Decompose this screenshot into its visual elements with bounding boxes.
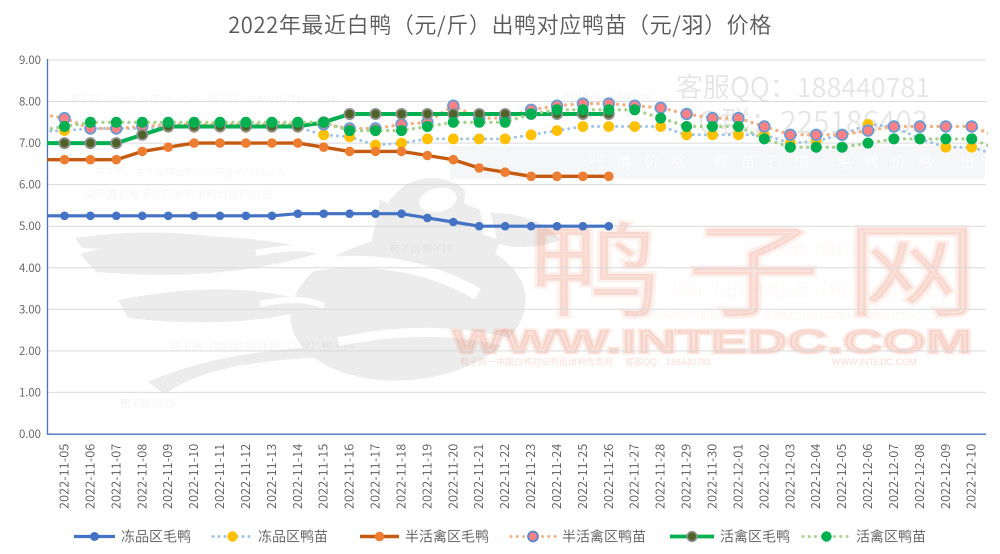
svg-text:鸭子网: 鸭子网: [528, 216, 1000, 331]
svg-text:9.00: 9.00: [19, 52, 41, 68]
svg-text:鸭子网一中国白鸭对应鸭苗出鸭信息网: 鸭子网一中国白鸭对应鸭苗出鸭信息网: [460, 356, 613, 367]
svg-text:2022-12-07: 2022-12-07: [883, 444, 902, 509]
svg-text:鸭子网出鸭对应鸭苗出鸭信息网 客服QQ 188440781: 鸭子网出鸭对应鸭苗出鸭信息网 客服QQ 188440781 WWW.INTEDC…: [620, 309, 948, 322]
svg-text:2022-11-12: 2022-11-12: [235, 444, 254, 509]
svg-text:2022-12-04: 2022-12-04: [805, 444, 824, 509]
svg-text:2022-11-22: 2022-11-22: [494, 444, 513, 509]
svg-text:2022-11-13: 2022-11-13: [261, 444, 280, 509]
svg-text:6.00: 6.00: [19, 177, 41, 193]
svg-text:2022-11-27: 2022-11-27: [624, 444, 643, 509]
svg-text:WWW.INTEDC.COM: WWW.INTEDC.COM: [832, 357, 917, 367]
svg-text:客服QQ：188440781: 客服QQ：188440781: [676, 66, 930, 105]
svg-text:鸭子网：关于白鸭出鸭对应鸭苗价格的公告: 鸭子网：关于白鸭出鸭对应鸭苗价格的公告: [95, 164, 285, 179]
svg-text:2022-11-30: 2022-11-30: [702, 444, 721, 509]
svg-text:2022-12-03: 2022-12-03: [779, 444, 798, 509]
svg-text:WWW.INTEDC.COM: WWW.INTEDC.COM: [452, 323, 972, 360]
svg-text:2022-11-09: 2022-11-09: [157, 444, 176, 509]
svg-text:（鸭)（出）鸭出品（鸭）（出)（鸭）: （鸭)（出）鸭出品（鸭）（出)（鸭）: [660, 281, 951, 301]
svg-text:2022-12-08: 2022-12-08: [909, 444, 928, 509]
svg-text:2022-11-28: 2022-11-28: [650, 444, 669, 509]
svg-text:2022-11-16: 2022-11-16: [339, 444, 358, 509]
svg-text:2022-11-20: 2022-11-20: [442, 444, 461, 509]
svg-text:2022-11-08: 2022-11-08: [131, 444, 150, 509]
svg-text:活禽区毛鸭: 活禽区毛鸭: [720, 527, 790, 547]
svg-text:2022-11-21: 2022-11-21: [468, 444, 487, 509]
svg-text:3.00: 3.00: [19, 301, 41, 317]
svg-text:活禽区鸭苗: 活禽区鸭苗: [856, 527, 926, 547]
svg-text:2022-11-05: 2022-11-05: [54, 444, 73, 509]
svg-text:2022-11-15: 2022-11-15: [313, 444, 332, 509]
svg-text:2022-12-02: 2022-12-02: [753, 444, 772, 509]
svg-text:2022-12-09: 2022-12-09: [935, 444, 954, 509]
svg-text:半活禽区毛鸭: 半活禽区毛鸭: [405, 527, 489, 547]
svg-text:冻品区毛鸭: 冻品区毛鸭: [121, 527, 191, 547]
svg-text:冻品区鸭苗: 冻品区鸭苗: [258, 527, 328, 547]
svg-text:行情价格 鸭苗行情 毛鸭价格 出鸭信息: 行情价格 鸭苗行情 毛鸭价格 出鸭信息: [590, 151, 1000, 172]
svg-text:2022-12-05: 2022-12-05: [831, 444, 850, 509]
svg-text:8.00: 8.00: [19, 94, 41, 110]
svg-text:4.00: 4.00: [19, 260, 41, 276]
svg-text:2022-11-25: 2022-11-25: [572, 444, 591, 509]
svg-text:7.00: 7.00: [19, 135, 41, 151]
svg-text:鸭子网 0575: 鸭子网 0575: [120, 395, 174, 410]
svg-text:0.00: 0.00: [19, 426, 41, 442]
svg-text:2022-12-10: 2022-12-10: [961, 444, 980, 509]
svg-text:5.00: 5.00: [19, 218, 41, 234]
svg-text:2022-12-06: 2022-12-06: [857, 444, 876, 509]
svg-text:1.00: 1.00: [19, 384, 41, 400]
svg-text:客服QQ：188440781: 客服QQ：188440781: [625, 356, 711, 367]
svg-text:2022-11-23: 2022-11-23: [520, 444, 539, 509]
svg-text:2022-11-11: 2022-11-11: [209, 444, 228, 509]
svg-text:2022-11-29: 2022-11-29: [676, 444, 695, 509]
svg-text:鸭子网（WWW.INTEDC.COM）鸭子网: 鸭子网（WWW.INTEDC.COM）鸭子网: [170, 338, 354, 354]
svg-text:关于降价格活禽区毛鸭出鸭价格的公告: 关于降价格活禽区毛鸭出鸭价格的公告: [85, 186, 272, 202]
svg-text:2022-11-14: 2022-11-14: [287, 444, 306, 509]
svg-text:鸭子网（WWW.INTEDC.COM）鸭子网（WWW.INT: 鸭子网（WWW.INTEDC.COM）鸭子网（WWW.INTEDC.COM）: [70, 91, 345, 106]
svg-text:2022年最近白鸭（元/斤）出鸭对应鸭苗（元/羽）价格: 2022年最近白鸭（元/斤）出鸭对应鸭苗（元/羽）价格: [228, 8, 772, 40]
svg-text:2022-11-17: 2022-11-17: [365, 444, 384, 509]
svg-text:2022-11-18: 2022-11-18: [391, 444, 410, 509]
svg-text:2022-12-01: 2022-12-01: [727, 444, 746, 509]
svg-text:2022-11-19: 2022-11-19: [416, 444, 435, 509]
svg-text:半活禽区鸭苗: 半活禽区鸭苗: [562, 527, 646, 547]
svg-text:2022-11-10: 2022-11-10: [183, 444, 202, 509]
svg-text:2022-11-07: 2022-11-07: [105, 444, 124, 509]
svg-text:出3105鸭（周日）: 出3105鸭（周日）: [742, 242, 865, 259]
svg-text:2022-11-24: 2022-11-24: [546, 444, 565, 509]
svg-text:2.00: 2.00: [19, 343, 41, 359]
svg-text:鸭子网 鸭子网: 鸭子网 鸭子网: [390, 241, 452, 256]
svg-text:2022-11-26: 2022-11-26: [598, 444, 617, 509]
svg-text:2022-11-06: 2022-11-06: [79, 444, 98, 509]
